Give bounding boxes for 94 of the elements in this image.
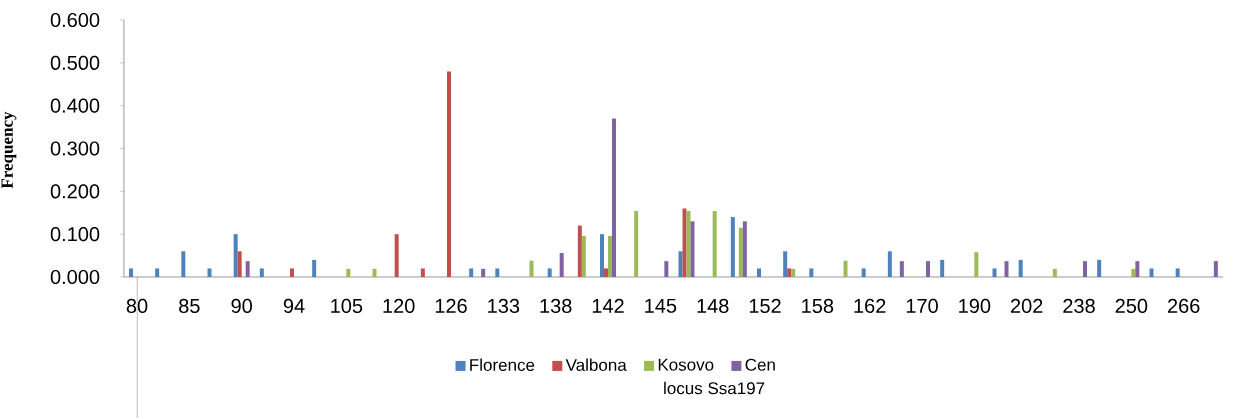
bar (259, 268, 264, 277)
bar (682, 208, 687, 277)
bar (1213, 261, 1218, 277)
bar (547, 268, 552, 277)
bar (664, 261, 669, 277)
bar (757, 268, 762, 277)
bar (581, 235, 586, 277)
bar (529, 260, 534, 277)
bar (742, 221, 747, 277)
legend-label: Cen (745, 358, 775, 371)
legend-label: Valbona (565, 358, 627, 371)
bar (245, 261, 250, 277)
bar (783, 251, 788, 277)
x-tick-label: 94 (283, 298, 305, 314)
x-tick-label: 190 (959, 298, 991, 314)
x-tick-label: 133 (488, 298, 520, 314)
x-tick-label: 266 (1168, 298, 1200, 314)
bar (809, 268, 814, 277)
x-tick-label: 152 (749, 298, 781, 314)
legend-label: Kosovo (658, 358, 714, 371)
bar (686, 211, 691, 277)
bar (678, 251, 683, 277)
bar (559, 253, 564, 277)
bar (843, 260, 848, 277)
y-tick-label: 0.000 (50, 269, 100, 285)
y-tick-label: 0.200 (50, 184, 100, 199)
bar (992, 268, 997, 277)
bar (861, 268, 866, 277)
y-tick-label: 0.600 (50, 12, 100, 28)
y-tick-label: 0.500 (50, 55, 100, 70)
bar (129, 268, 133, 277)
x-tick-label: 238 (1063, 298, 1095, 314)
bar (1004, 261, 1009, 277)
bar (1135, 261, 1140, 277)
x-tick-label: 138 (540, 298, 572, 314)
y-tick-label: 0.300 (50, 141, 100, 156)
bar (346, 268, 351, 277)
bar (730, 217, 735, 277)
bar (1083, 261, 1088, 277)
x-tick-label: 250 (1115, 298, 1148, 314)
bar (577, 225, 582, 277)
bar (237, 251, 242, 277)
x-tick-label: 158 (802, 298, 834, 314)
x-tick-label: 126 (435, 298, 467, 314)
x-tick-label: 105 (331, 298, 363, 314)
bar (600, 234, 604, 277)
bar (312, 259, 317, 277)
bar (1131, 268, 1136, 277)
y-tick-label: 0.400 (50, 98, 100, 113)
bar (712, 211, 717, 277)
bar (738, 227, 743, 277)
bar (481, 268, 486, 277)
bar (233, 234, 238, 277)
bar (899, 261, 904, 277)
y-axis-title: Frequency (1, 111, 17, 189)
bar (469, 268, 474, 277)
x-tick-label: 120 (383, 298, 415, 314)
bar (1097, 259, 1102, 277)
bar (155, 268, 160, 277)
bar (290, 268, 294, 277)
y-tick-label: 0.100 (50, 227, 100, 242)
bar (926, 261, 931, 277)
bar (1175, 268, 1180, 277)
bar (420, 268, 425, 277)
bar (394, 234, 399, 277)
x-tick-label: 85 (179, 298, 200, 314)
x-tick-label: 202 (1011, 298, 1043, 314)
bar (940, 259, 945, 277)
x-axis-title: locus Ssa197 (664, 381, 765, 395)
bar (604, 268, 608, 277)
bar (612, 118, 616, 277)
x-tick-label: 170 (906, 298, 938, 314)
legend-label: Florence (470, 358, 535, 371)
bar (1018, 259, 1023, 277)
bar (447, 71, 451, 277)
bar (787, 268, 792, 277)
bar (495, 268, 500, 277)
x-tick-label: 142 (592, 298, 624, 313)
bar (974, 252, 979, 277)
bar (791, 268, 796, 277)
x-tick-label: 148 (697, 298, 729, 314)
bar (372, 268, 377, 277)
x-tick-label: 90 (231, 298, 252, 314)
bar (181, 251, 186, 277)
bar (608, 235, 613, 277)
x-tick-label: 80 (126, 298, 148, 314)
bar (1149, 268, 1154, 277)
bar (690, 221, 695, 277)
bar (887, 251, 892, 277)
x-tick-label: 145 (645, 298, 677, 313)
bar (1052, 268, 1057, 277)
bar (207, 268, 212, 277)
x-tick-label: 162 (854, 298, 886, 314)
bar (634, 211, 639, 277)
